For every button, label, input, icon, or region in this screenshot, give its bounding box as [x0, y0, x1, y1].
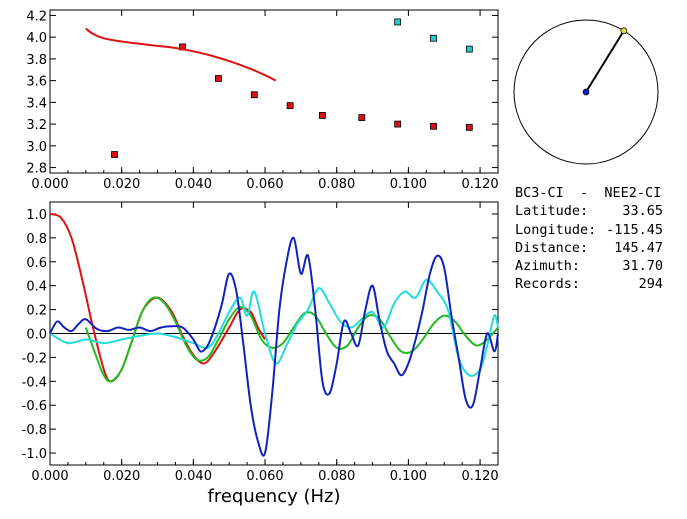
dispersion-chart-marks — [85, 18, 473, 158]
top-data-point — [318, 112, 326, 119]
top-y-tick-label: 4.0 — [26, 31, 47, 46]
info-row-records: Records: 294 — [515, 275, 663, 293]
station-pair-title: BC3-CI - NEE2-CI — [515, 185, 662, 201]
top-data-point — [465, 123, 473, 131]
bot-y-tick-label: 0.2 — [26, 304, 47, 319]
bot-y-tick-label: -1.0 — [22, 447, 47, 462]
top-x-tick-label: 0.100 — [390, 177, 427, 192]
top-y-tick-label: 3.0 — [26, 140, 47, 155]
azimuth-circle — [513, 19, 659, 165]
coherence-chart: 0.000 0.020 0.040 0.060 0.080 0.100 0.120 -1.0 -… — [22, 201, 499, 507]
top-data-point — [430, 122, 437, 130]
top-data-point — [394, 120, 402, 128]
bot-series-line-3 — [49, 236, 499, 457]
distance-value: 145.47 — [614, 239, 663, 256]
top-x-tick-label: 0.120 — [461, 177, 498, 192]
dispersion-chart-axes: 0.000 0.020 0.040 0.060 0.080 0.100 0.120 2.8 3.… — [26, 9, 498, 192]
records-label: Records: — [515, 276, 581, 293]
top-y-tick-label: 3.6 — [26, 75, 47, 90]
coherence-chart-axes: 0.000 0.020 0.040 0.060 0.080 0.100 0.120 -1.0 -… — [22, 202, 499, 484]
bot-y-tick-label: -0.8 — [22, 423, 47, 438]
bot-x-tick-label: 0.080 — [318, 469, 355, 484]
top-x-tick-label: 0.080 — [318, 177, 355, 192]
top-series-line-2 — [85, 27, 277, 82]
station-center-point — [582, 88, 590, 96]
top-y-tick-label: 4.2 — [26, 9, 47, 24]
top-x-tick-label: 0.000 — [31, 177, 68, 192]
dispersion-chart: 0.000 0.020 0.040 0.060 0.080 0.100 0.120 2.8 3.… — [26, 9, 498, 192]
bot-x-tick-label: 0.060 — [246, 469, 283, 484]
bot-x-tick-label: 0.100 — [390, 469, 427, 484]
info-row-longitude: Longitude: -115.45 — [515, 221, 663, 239]
bot-y-tick-label: 0.6 — [26, 256, 47, 271]
top-y-tick-label: 3.8 — [26, 53, 47, 68]
top-data-point — [286, 102, 294, 110]
top-data-point — [394, 18, 402, 26]
top-y-tick-label: 2.8 — [26, 162, 47, 177]
bot-y-tick-label: -0.2 — [22, 351, 47, 366]
station-info-panel: BC3-CI - NEE2-CI Latitude: 33.65 Longitu… — [515, 184, 685, 294]
x-axis-label: frequency (Hz) — [207, 486, 340, 507]
top-data-point — [465, 45, 473, 53]
info-row-azimuth: Azimuth: 31.70 — [515, 257, 663, 275]
distance-label: Distance: — [515, 239, 589, 256]
bot-x-tick-label: 0.000 — [31, 469, 68, 484]
coherence-chart-marks — [49, 213, 499, 457]
top-data-point — [430, 34, 437, 42]
bot-y-tick-label: 0.0 — [26, 328, 47, 343]
longitude-value: -115.45 — [606, 221, 663, 238]
top-y-tick-label: 3.2 — [26, 118, 47, 133]
bot-series-line-2 — [49, 278, 499, 377]
top-data-point — [250, 91, 258, 99]
top-y-tick-label: 3.4 — [26, 96, 47, 111]
latitude-label: Latitude: — [515, 203, 589, 220]
azimuth-label: Azimuth: — [515, 258, 581, 275]
bot-y-tick-label: 0.8 — [26, 232, 47, 247]
bot-x-tick-label: 0.040 — [175, 469, 212, 484]
top-x-tick-label: 0.040 — [175, 177, 212, 192]
info-row-latitude: Latitude: 33.65 — [515, 202, 663, 220]
bot-y-tick-label: -0.4 — [22, 375, 47, 390]
latitude-value: 33.65 — [622, 203, 663, 220]
azimuth-line — [585, 30, 625, 93]
bot-x-tick-label: 0.020 — [103, 469, 140, 484]
bot-series-line-1 — [84, 296, 499, 383]
bot-y-tick-label: -0.6 — [22, 399, 47, 414]
azimuth-value: 31.70 — [622, 258, 663, 275]
info-row-distance: Distance: 145.47 — [515, 239, 663, 257]
top-data-point — [111, 151, 118, 158]
top-data-point — [358, 114, 366, 121]
longitude-label: Longitude: — [515, 221, 597, 238]
azimuth-plot — [513, 19, 659, 165]
bot-y-tick-label: 0.4 — [26, 280, 47, 295]
top-x-tick-label: 0.060 — [246, 177, 283, 192]
bot-x-tick-label: 0.120 — [461, 469, 498, 484]
top-x-tick-label: 0.020 — [103, 177, 140, 192]
records-value: 294 — [638, 276, 663, 293]
bot-y-tick-label: 1.0 — [26, 208, 47, 223]
azimuth-end-point — [620, 27, 628, 35]
dispersion-chart-frame — [49, 9, 499, 174]
top-data-point — [215, 75, 222, 82]
